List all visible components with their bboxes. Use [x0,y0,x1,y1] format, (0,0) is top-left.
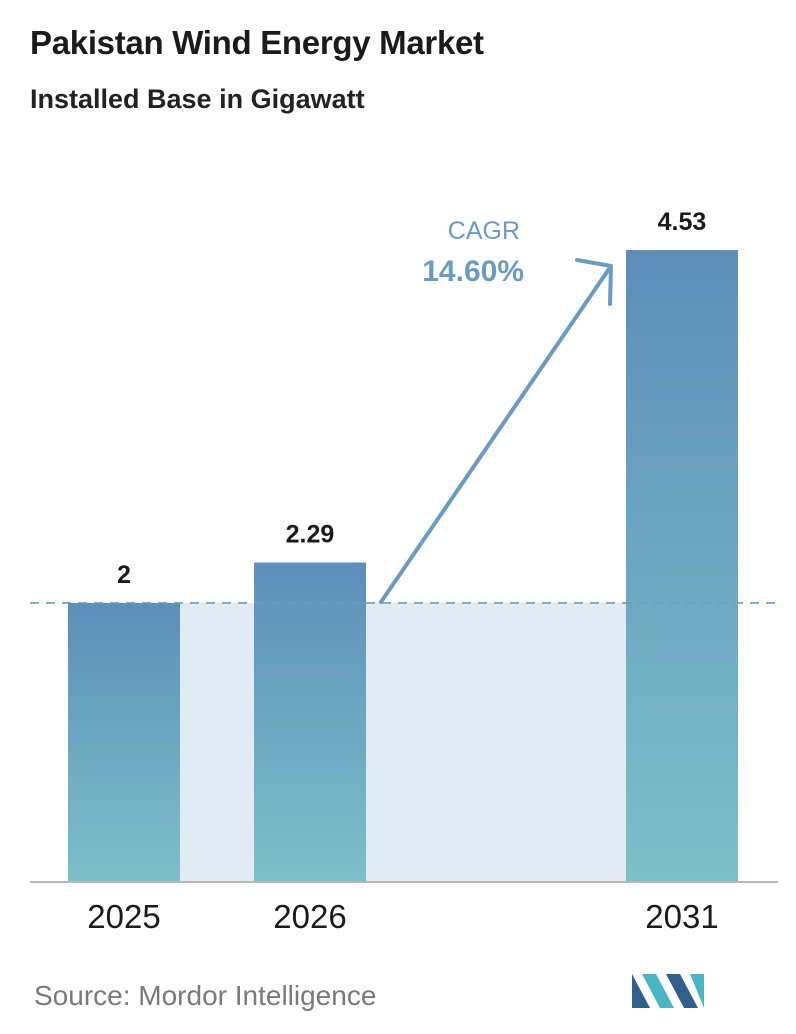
cagr-arrow-head [575,258,613,306]
bar-2031 [626,250,738,882]
cagr-value: 14.60% [422,255,524,288]
bar-2026 [254,562,366,882]
category-label-2026: 2026 [273,898,346,935]
value-label-2025: 2 [117,561,131,589]
value-label-2031: 4.53 [658,208,707,236]
cagr-arrow [379,267,611,604]
source-caption: Source: Mordor Intelligence [34,980,377,1011]
bar-2025 [68,602,180,882]
labels-group: 2 2025 2.29 2026 4.53 2031 [87,208,718,935]
value-label-2026: 2.29 [286,521,335,549]
bars-group [68,250,738,882]
category-label-2025: 2025 [87,898,160,935]
category-label-2031: 2031 [645,898,718,935]
mordor-intelligence-logo-icon [632,974,704,1008]
cagr-label: CAGR [448,217,520,245]
bar-chart: 2 2025 2.29 2026 4.53 2031 CAGR 14.60% [30,208,780,935]
chart-title: Pakistan Wind Energy Market [30,24,484,61]
chart-subtitle: Installed Base in Gigawatt [30,84,365,114]
